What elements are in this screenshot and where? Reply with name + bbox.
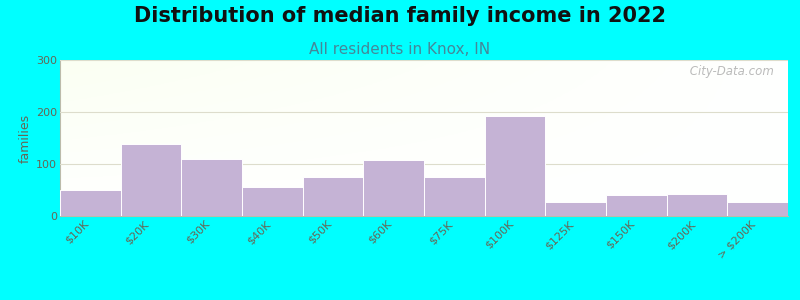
Bar [546, 202, 606, 216]
Bar [60, 190, 121, 216]
Bar [606, 195, 666, 216]
Text: Distribution of median family income in 2022: Distribution of median family income in … [134, 6, 666, 26]
Y-axis label: families: families [19, 113, 32, 163]
Bar [727, 202, 788, 216]
Bar [182, 159, 242, 216]
Bar [424, 177, 485, 216]
Text: All residents in Knox, IN: All residents in Knox, IN [310, 42, 490, 57]
Bar [363, 160, 424, 216]
Bar [121, 144, 182, 216]
Bar [302, 177, 363, 216]
Text: City-Data.com: City-Data.com [686, 65, 774, 78]
Bar [485, 116, 546, 216]
Bar [242, 188, 302, 216]
Bar [666, 194, 727, 216]
